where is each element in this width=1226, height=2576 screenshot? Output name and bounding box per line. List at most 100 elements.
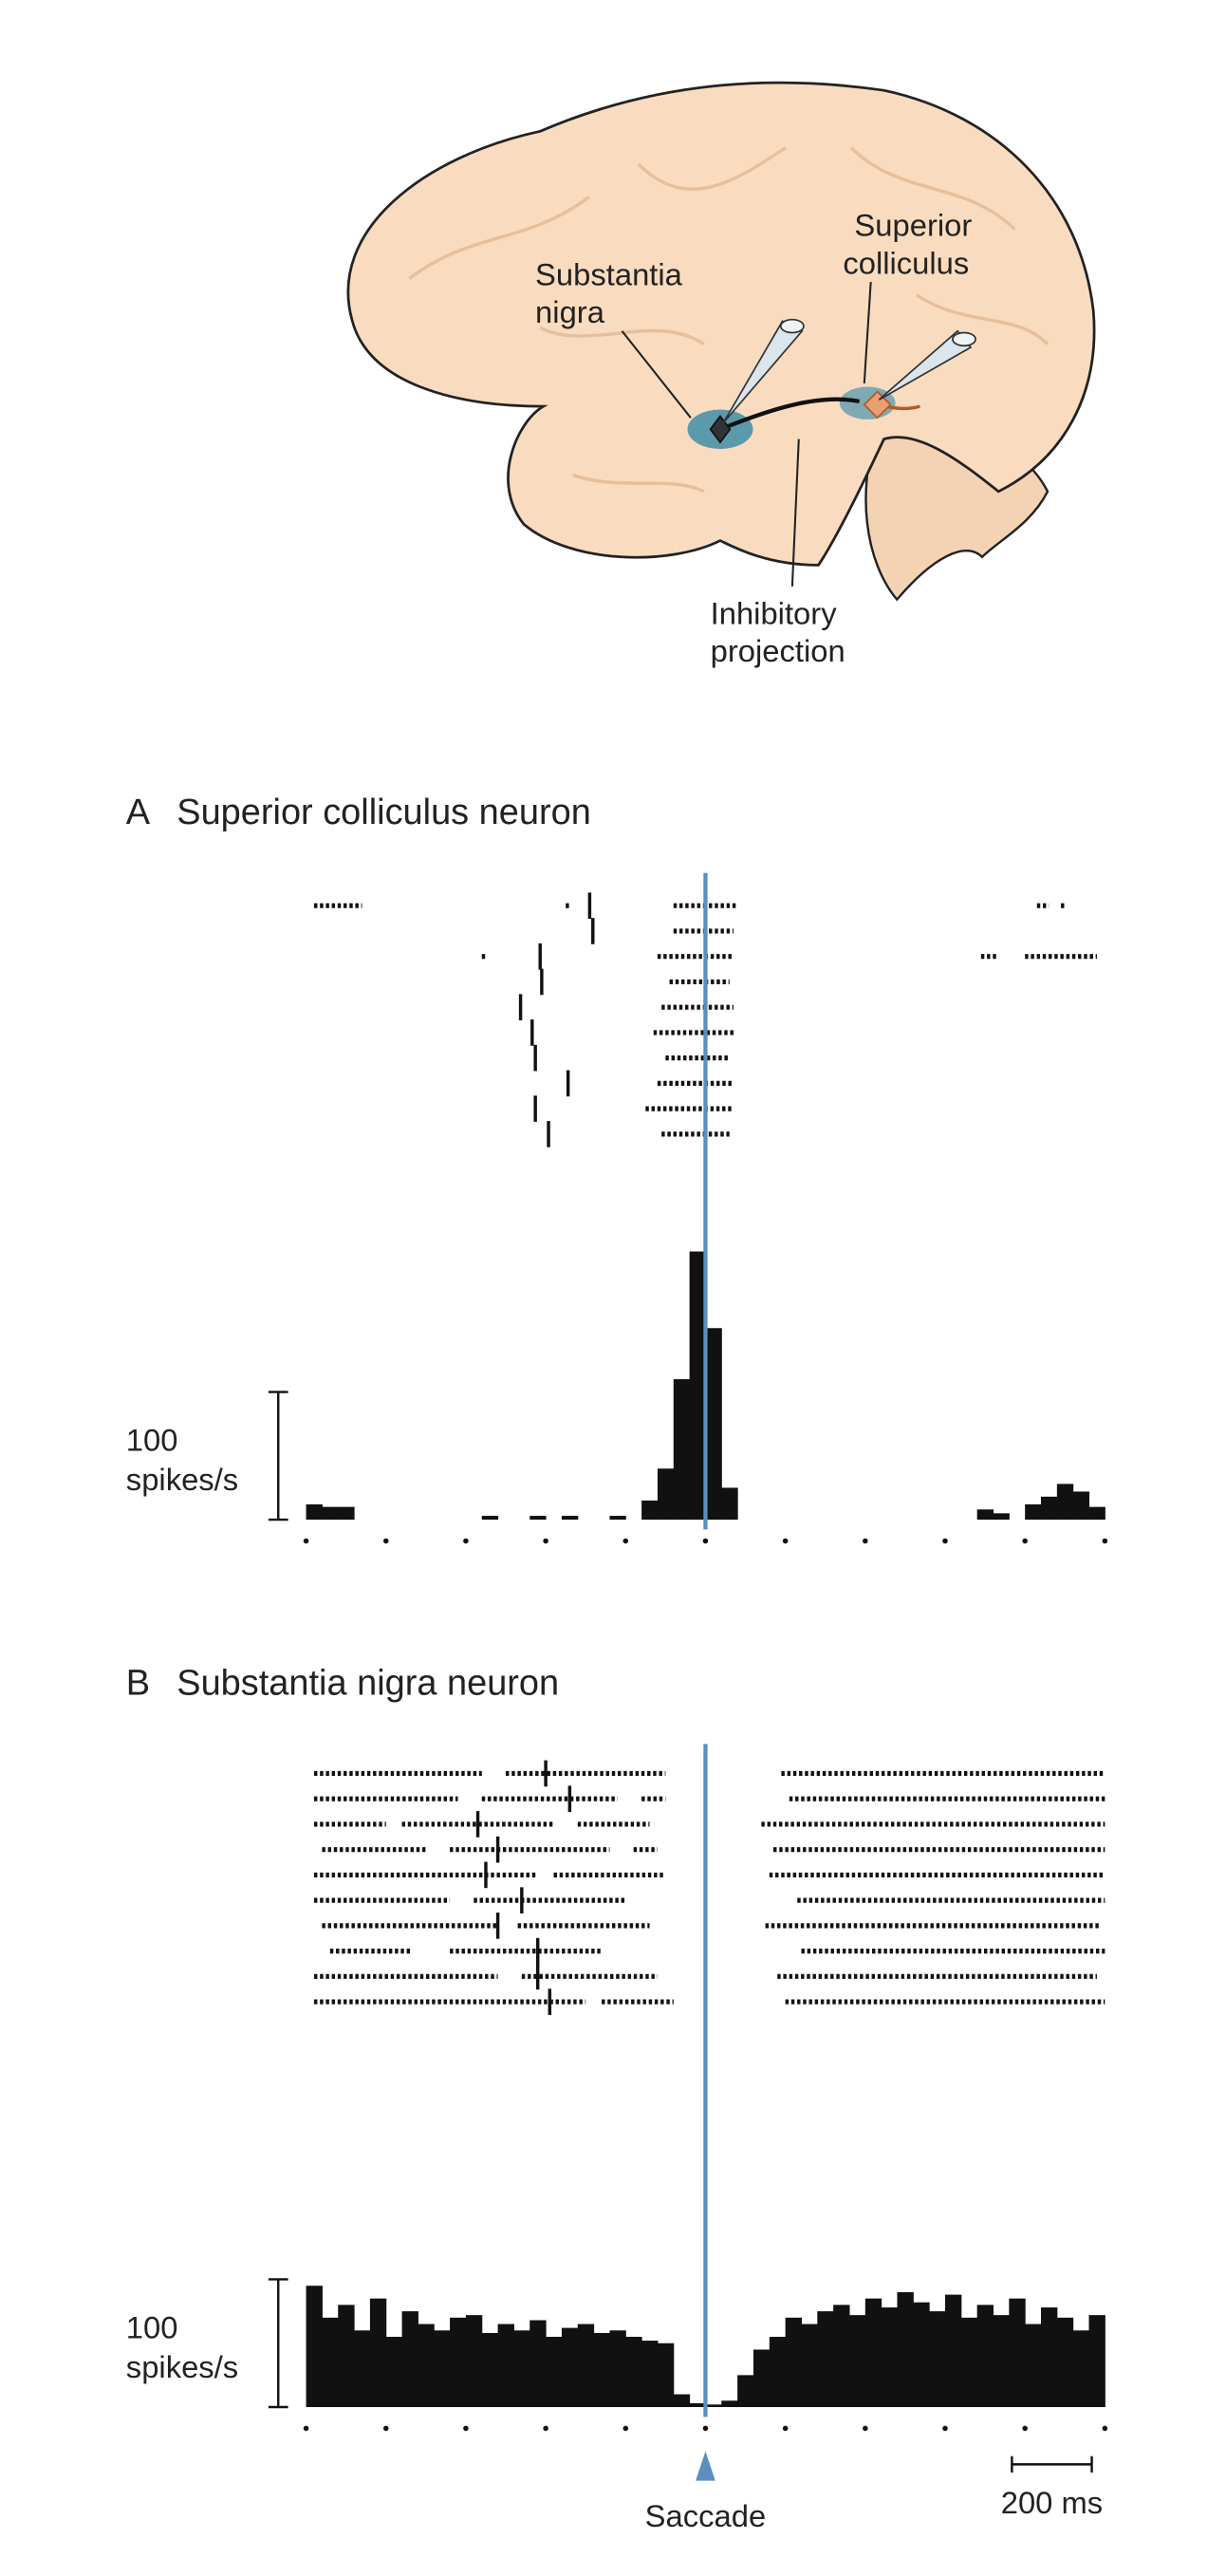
histogram-bar xyxy=(1009,2298,1026,2408)
scale-label: 100 xyxy=(126,1423,178,1458)
electrode-2-top xyxy=(952,331,976,347)
x-tick xyxy=(1022,1538,1028,1544)
panel-letter: B xyxy=(126,1664,150,1704)
histogram-bar xyxy=(641,2341,659,2408)
projection xyxy=(719,397,861,432)
histogram-bar xyxy=(913,2302,930,2408)
histogram-bar xyxy=(689,1251,706,1521)
scale-unit: spikes/s xyxy=(126,1462,238,1497)
x-tick xyxy=(303,2425,309,2432)
histogram-bar xyxy=(561,2327,579,2408)
x-tick xyxy=(1022,2425,1028,2432)
histogram-bar xyxy=(338,1506,355,1521)
histogram-bar xyxy=(465,2315,483,2408)
histogram-bar xyxy=(450,2317,467,2408)
histogram-bar xyxy=(1056,2317,1074,2408)
x-tick xyxy=(702,2425,709,2432)
histogram-bar xyxy=(481,2332,499,2408)
histogram-bar xyxy=(625,2337,642,2408)
panel-title: Superior colliculus neuron xyxy=(176,793,591,832)
histogram-bar xyxy=(401,2311,418,2408)
x-tick xyxy=(863,2425,868,2432)
brain-outline xyxy=(346,81,1096,567)
label: Substantia xyxy=(535,256,683,291)
event-label: Saccade xyxy=(645,2498,767,2533)
brain-diagram: Substantia nigra Superior colliculus Inh… xyxy=(346,81,1096,668)
x-tick xyxy=(622,2425,629,2432)
histogram-bar xyxy=(369,2298,387,2408)
panel-letter: A xyxy=(126,793,151,832)
histogram-bar xyxy=(529,2320,547,2408)
histogram-bar xyxy=(960,2317,978,2408)
x-tick xyxy=(702,1538,709,1544)
x-tick xyxy=(463,2425,469,2432)
x-tick xyxy=(1102,1538,1108,1544)
histogram-bar xyxy=(385,2337,403,2408)
label: nigra xyxy=(535,294,605,329)
histogram-bar xyxy=(864,2298,882,2408)
x-tick xyxy=(782,1538,789,1544)
histogram-bar xyxy=(1025,1503,1042,1521)
histogram-bar xyxy=(881,2307,899,2408)
gyri xyxy=(408,146,1050,494)
histogram-bar xyxy=(673,2394,691,2408)
histogram-bar xyxy=(1072,2330,1090,2408)
x-tick xyxy=(382,2425,389,2432)
histogram-bar xyxy=(497,2324,514,2408)
scale-label: 100 xyxy=(126,2310,178,2345)
event-arrow xyxy=(696,2451,715,2481)
x-tick xyxy=(782,2425,789,2432)
histogram-bar xyxy=(657,1468,675,1521)
x-tick xyxy=(622,1538,629,1544)
histogram-bar xyxy=(609,2330,626,2408)
x-tick xyxy=(382,1538,389,1544)
histogram-bar xyxy=(1025,2324,1042,2408)
histogram-bar xyxy=(785,2317,802,2408)
histogram-bar xyxy=(848,2315,866,2408)
colliculus-cell xyxy=(863,390,892,420)
histogram-bar xyxy=(306,2286,323,2408)
label: projection xyxy=(711,633,845,668)
x-tick xyxy=(942,2425,948,2432)
histogram-bar xyxy=(817,2311,834,2408)
pointer xyxy=(863,281,872,384)
histogram-bar xyxy=(561,1516,579,1521)
histogram-bar xyxy=(481,1516,499,1521)
time-label: 200 ms xyxy=(1001,2485,1103,2520)
histogram-bar xyxy=(897,2291,914,2408)
histogram-bar xyxy=(513,2330,530,2408)
histogram-bar xyxy=(737,2375,754,2408)
label: Superior xyxy=(854,208,972,243)
histogram-bar xyxy=(322,2317,339,2408)
histogram-bar xyxy=(1056,1484,1074,1521)
histogram-bar xyxy=(993,2315,1010,2408)
histogram-bar xyxy=(801,2324,818,2408)
histogram-bar xyxy=(609,1516,626,1521)
x-tick xyxy=(863,1538,868,1544)
histogram-bar xyxy=(705,1328,722,1521)
histogram-bar xyxy=(833,2305,850,2408)
pointer xyxy=(790,439,800,587)
electrode-1-top xyxy=(779,318,805,334)
x-tick xyxy=(463,1538,469,1544)
histogram-bar xyxy=(1088,1506,1105,1521)
histogram-bar xyxy=(944,2294,962,2408)
histogram-bar xyxy=(769,2337,787,2408)
histogram-bar xyxy=(657,2343,675,2408)
histogram-bar xyxy=(306,1503,323,1521)
label: colliculus xyxy=(843,245,969,280)
histogram-bar xyxy=(354,2330,371,2408)
histogram-bar xyxy=(929,2311,946,2408)
histogram-bar xyxy=(546,2337,563,2408)
panel-title: Substantia nigra neuron xyxy=(176,1664,559,1704)
x-tick xyxy=(1102,2425,1108,2432)
x-tick xyxy=(543,2425,548,2432)
histogram-bar xyxy=(322,1506,339,1521)
label: Inhibitory xyxy=(711,596,838,631)
histogram-bar xyxy=(721,2400,738,2408)
scale-unit: spikes/s xyxy=(126,2349,238,2384)
histogram-bar xyxy=(705,2404,722,2408)
histogram-bar xyxy=(1088,2315,1105,2408)
